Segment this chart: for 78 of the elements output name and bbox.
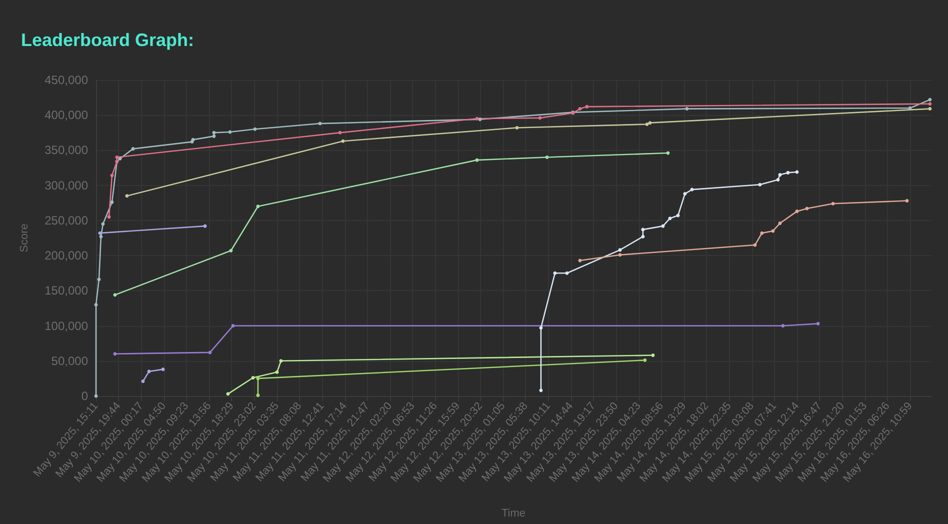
point (147, 370, 151, 374)
point (905, 199, 909, 203)
point (110, 200, 114, 204)
point (641, 228, 645, 232)
y-tick-label: 300,000 (44, 178, 88, 192)
point (118, 156, 122, 160)
point (816, 322, 820, 326)
point (515, 126, 519, 130)
y-axis-title: Score (18, 224, 30, 252)
point (113, 293, 117, 297)
point (115, 155, 119, 159)
point (538, 116, 542, 120)
point (795, 210, 799, 214)
point (651, 354, 655, 358)
y-tick-label: 50,000 (51, 354, 88, 368)
point (545, 155, 549, 159)
y-tick-label: 100,000 (44, 318, 88, 333)
point (648, 121, 652, 125)
point (275, 370, 279, 374)
y-tick-label: 350,000 (44, 143, 88, 158)
y-tick-label: 250,000 (44, 213, 88, 228)
point (256, 376, 260, 380)
point (908, 106, 912, 110)
point (685, 107, 689, 111)
point (618, 253, 622, 257)
point (226, 392, 230, 396)
point (131, 147, 135, 151)
point (229, 248, 233, 252)
point (141, 380, 145, 383)
point (338, 130, 342, 134)
point (99, 234, 103, 238)
chart-title: Leaderboard Graph: (21, 30, 194, 50)
point (279, 359, 283, 363)
point (475, 116, 479, 120)
point (256, 394, 260, 398)
point (191, 138, 195, 142)
point (776, 178, 780, 182)
x-axis-title: Time (501, 508, 526, 520)
point (341, 139, 345, 143)
point (668, 216, 672, 220)
point (778, 173, 782, 177)
y-tick-label: 150,000 (44, 284, 88, 298)
point (539, 326, 543, 330)
y-tick-label: 400,000 (44, 108, 88, 122)
point (553, 271, 557, 275)
point (161, 368, 165, 372)
point (778, 222, 782, 225)
point (928, 107, 932, 111)
y-tick-label: 450,000 (44, 73, 88, 87)
point (758, 182, 762, 186)
point (760, 231, 764, 235)
point (231, 324, 235, 328)
y-tick-label: 200,000 (44, 248, 88, 263)
point (781, 324, 785, 328)
point (641, 234, 645, 238)
point (212, 130, 216, 134)
point (253, 127, 257, 131)
point (94, 302, 98, 306)
point (98, 231, 102, 235)
point (928, 98, 932, 102)
point (539, 388, 543, 392)
point (125, 194, 129, 198)
point (928, 102, 932, 106)
point (578, 107, 582, 111)
point (786, 170, 790, 174)
point (565, 271, 569, 275)
point (643, 358, 647, 362)
point (97, 278, 101, 282)
point (645, 122, 649, 126)
point (113, 352, 117, 356)
point (771, 229, 775, 233)
point (251, 376, 255, 380)
point (478, 118, 482, 122)
point (212, 134, 216, 138)
point (256, 204, 260, 208)
point (683, 192, 687, 196)
point (585, 104, 589, 108)
y-tick-label: 0 (81, 389, 88, 403)
